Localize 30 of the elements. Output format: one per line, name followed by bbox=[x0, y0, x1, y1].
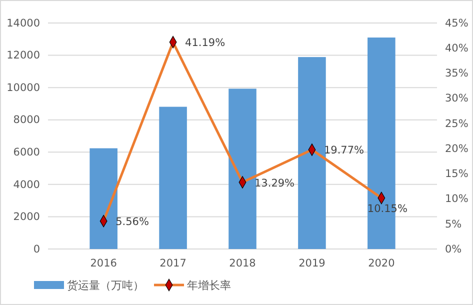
x-tick-label: 2020 bbox=[368, 257, 395, 270]
x-tick-label: 2016 bbox=[90, 257, 118, 270]
legend-label: 年增长率 bbox=[187, 279, 231, 292]
x-tick-label: 2018 bbox=[229, 257, 256, 270]
y2-tick-label: 45% bbox=[445, 17, 468, 30]
x-tick-label: 2017 bbox=[160, 257, 186, 270]
y-tick-label: 4000 bbox=[13, 178, 40, 191]
y-tick-label: 10000 bbox=[6, 82, 40, 94]
y-tick-label: 6000 bbox=[13, 146, 40, 159]
y-tick-label: 14000 bbox=[6, 17, 40, 30]
y2-tick-label: 40% bbox=[445, 42, 468, 54]
y-tick-label: 12000 bbox=[6, 50, 40, 62]
bar bbox=[90, 148, 118, 249]
bar bbox=[298, 57, 326, 249]
y2-tick-label: 20% bbox=[445, 142, 468, 155]
bar bbox=[159, 106, 187, 249]
legend-label: 货运量（万吨） bbox=[67, 279, 144, 292]
y2-tick-label: 5% bbox=[445, 218, 462, 230]
data-label: 41.19% bbox=[185, 37, 226, 50]
y-tick-label: 0 bbox=[33, 243, 40, 256]
y2-tick-label: 35% bbox=[445, 68, 468, 80]
y2-tick-label: 0% bbox=[445, 243, 462, 256]
y2-tick-label: 30% bbox=[445, 92, 468, 105]
y2-tick-label: 10% bbox=[445, 193, 468, 206]
bar bbox=[228, 88, 256, 249]
y-tick-label: 8000 bbox=[13, 114, 40, 126]
y2-tick-label: 25% bbox=[445, 118, 468, 130]
x-tick-label: 2019 bbox=[298, 257, 326, 270]
y-tick-label: 2000 bbox=[13, 211, 40, 224]
y2-tick-label: 15% bbox=[445, 168, 468, 180]
